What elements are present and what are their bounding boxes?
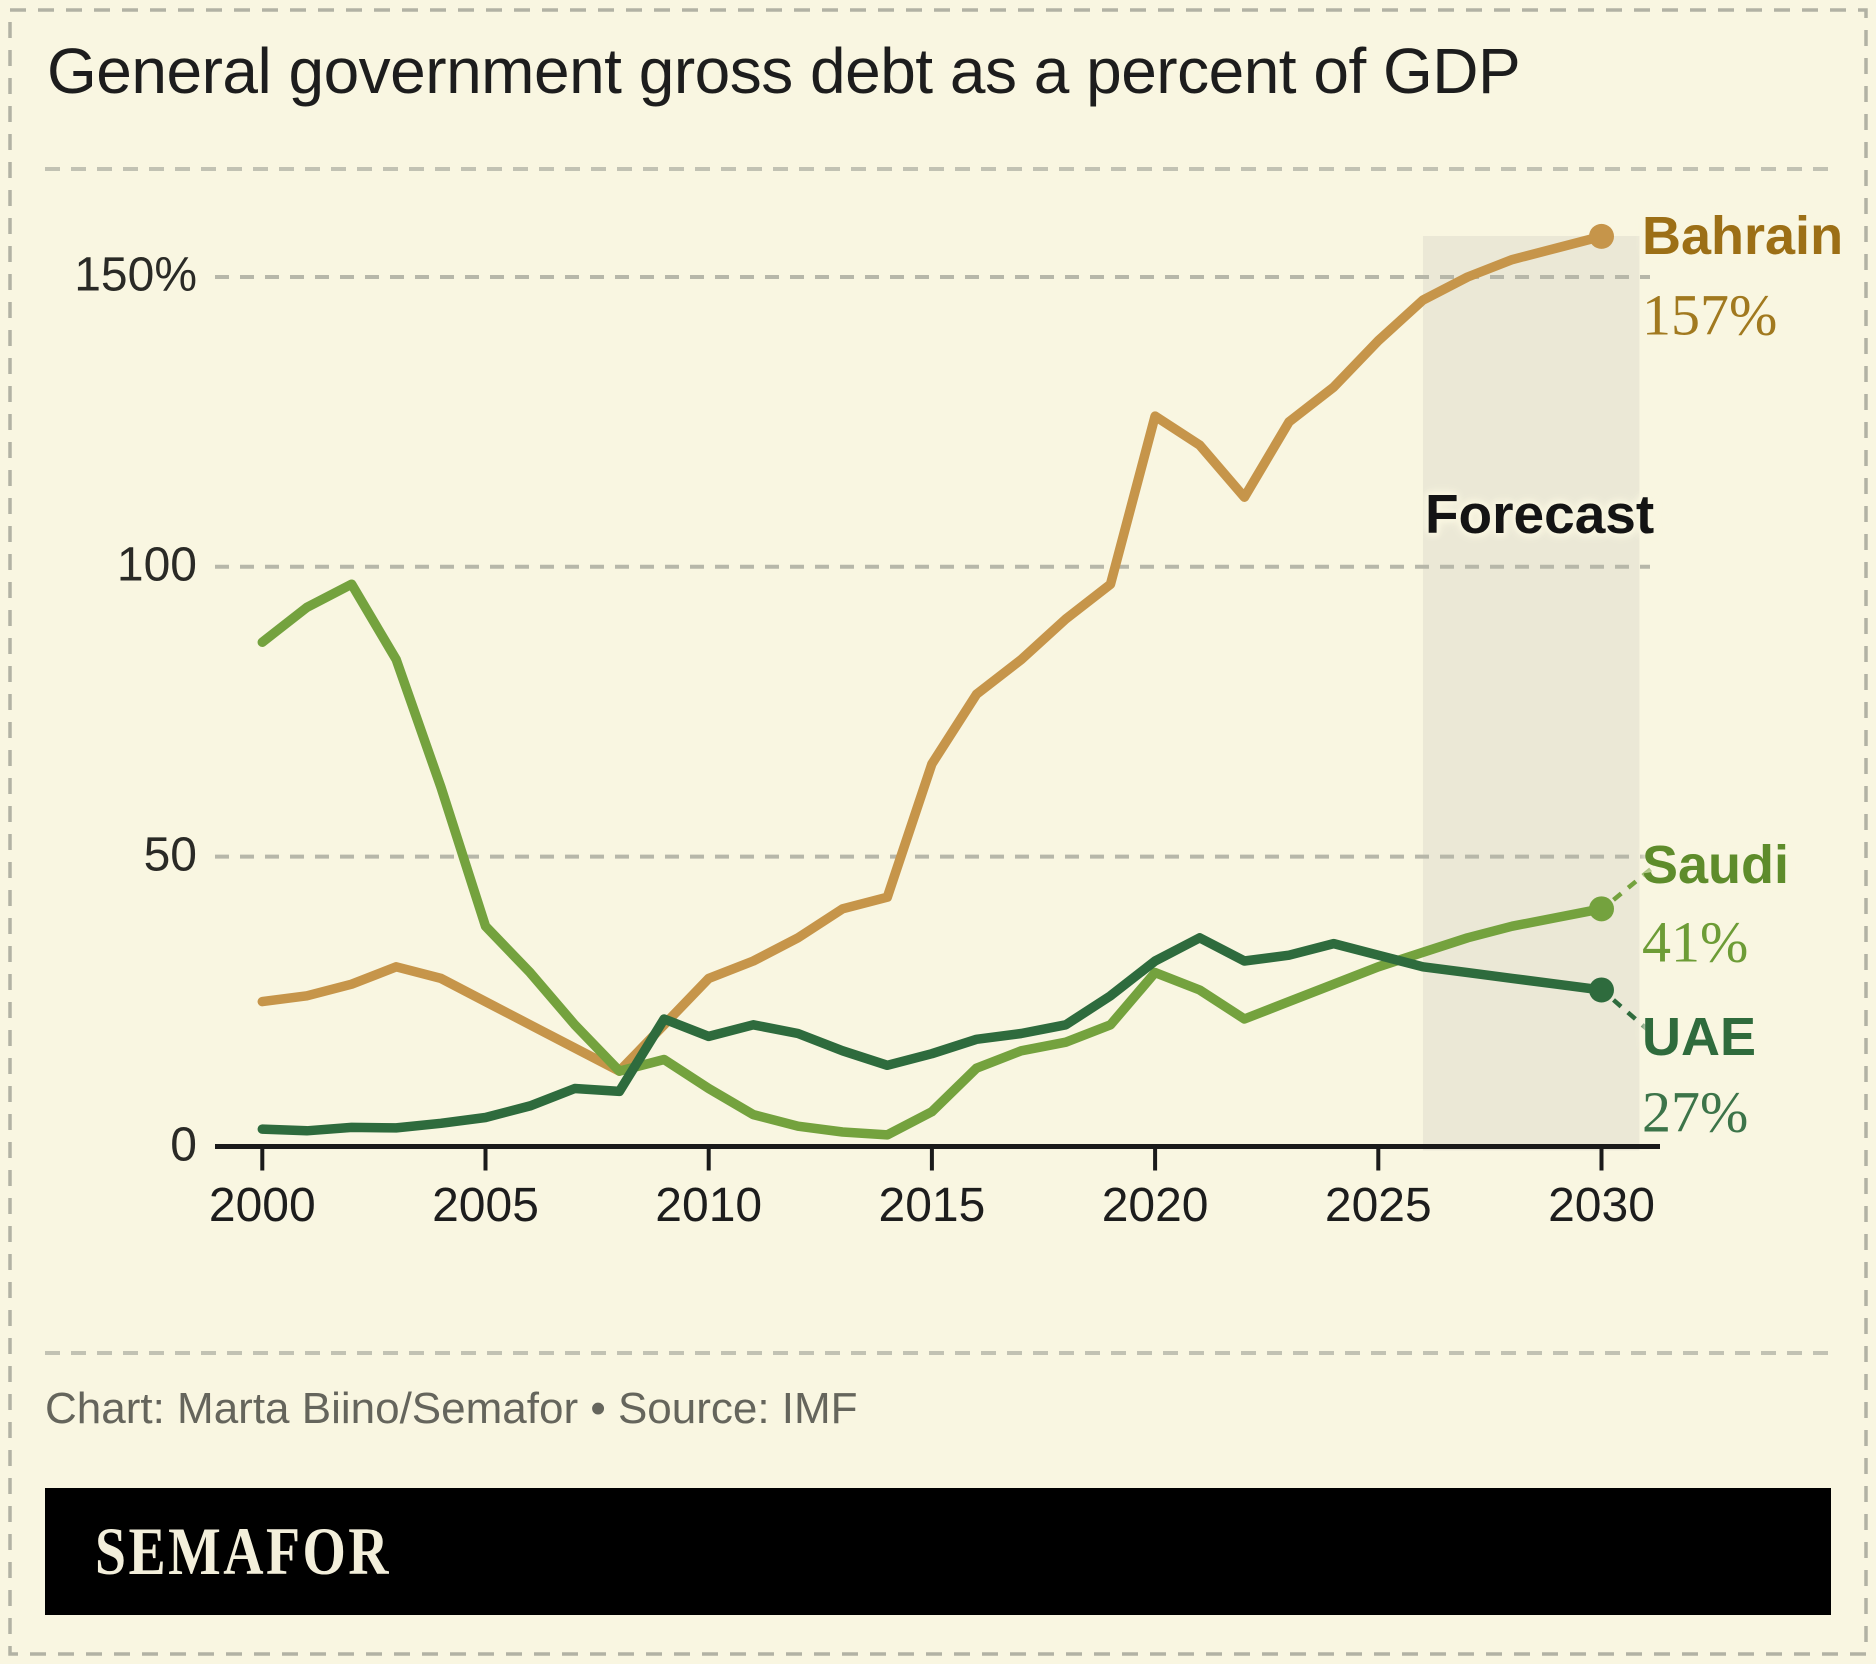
semafor-logo-bar: SEMAFOR	[45, 1488, 1831, 1615]
x-tick-label: 2025	[1324, 1179, 1432, 1232]
end-dot-bahrain	[1589, 223, 1614, 249]
leader-line-uae	[1612, 998, 1657, 1038]
forecast-annotation: Forecast	[1424, 483, 1655, 545]
page-title: General government gross debt as a perce…	[47, 35, 1521, 107]
series-label-bahrain: Bahrain	[1642, 206, 1844, 267]
series-value-bahrain: 157%	[1642, 282, 1778, 348]
leader-line-saudi	[1612, 864, 1657, 902]
y-tick-label: 150%	[74, 248, 197, 302]
y-tick-label: 100	[116, 538, 197, 592]
series-label-uae: UAE	[1642, 1006, 1757, 1067]
series-line-uae	[257, 933, 1607, 1136]
x-tick-label: 2015	[878, 1179, 986, 1232]
y-tick-label: 0	[170, 1117, 197, 1171]
forecast-band	[1422, 236, 1640, 1151]
end-dot-uae	[1589, 977, 1614, 1003]
series-line-bahrain	[257, 231, 1607, 1076]
x-tick-label: 2020	[1101, 1179, 1209, 1232]
x-tick-label: 2030	[1548, 1179, 1655, 1232]
end-dot-saudi	[1589, 896, 1614, 922]
footer-credit: Chart: Marta Biino/Semafor • Source: IMF	[45, 1384, 858, 1433]
x-tick-label: 2000	[208, 1179, 316, 1232]
y-tick-label: 50	[143, 827, 197, 881]
series-value-uae: 27%	[1642, 1079, 1749, 1145]
series-line-saudi	[257, 579, 1607, 1140]
series-value-saudi: 41%	[1642, 909, 1749, 975]
card-dashed-border	[8, 8, 1868, 1656]
x-tick-label: 2005	[432, 1179, 539, 1232]
semafor-logo-text: SEMAFOR	[95, 1513, 392, 1589]
series-label-saudi: Saudi	[1642, 834, 1790, 895]
x-tick-label: 2010	[655, 1179, 763, 1232]
